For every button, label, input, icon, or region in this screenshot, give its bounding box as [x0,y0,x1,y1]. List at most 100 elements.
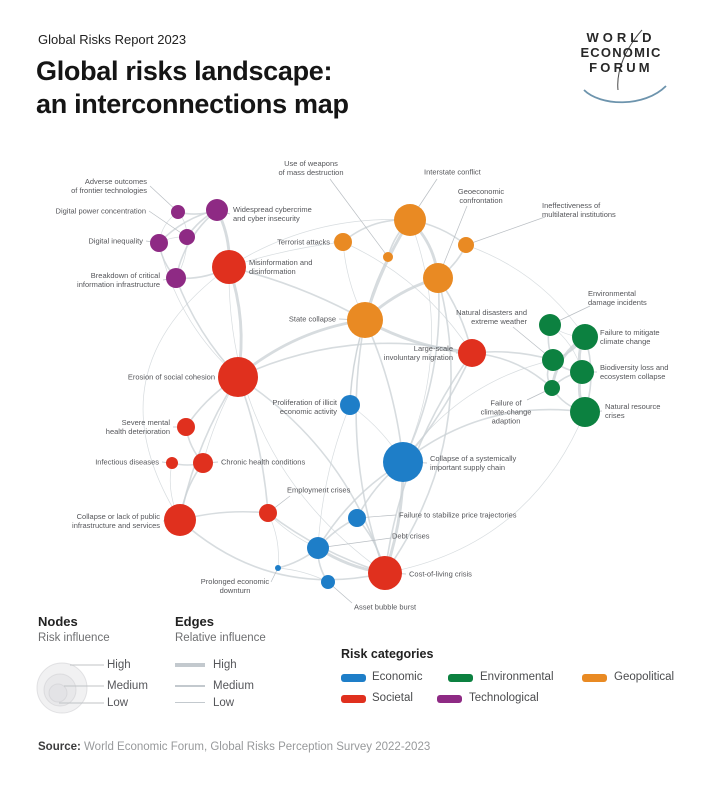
category-label-societal: Societal [372,692,413,704]
risk-node-interstate [394,204,426,236]
risk-node-chronic [193,453,213,473]
node-label-erosion: Erosion of social cohesion [128,373,215,382]
edge-geoeconomic--supply-chain [402,277,440,463]
nodes-legend-subtitle: Risk influence [38,632,110,644]
page-title: Global risks landscape: an interconnecti… [36,55,349,121]
risk-node-illicit [340,395,360,415]
page-title-line1: Global risks landscape: [36,56,333,86]
nodes-legend-title: Nodes [38,614,78,629]
edge-terrorist--migration [342,241,473,354]
risk-node-severe-mental [177,418,195,436]
leader-debt [317,537,392,549]
category-label-geopolitical: Geopolitical [614,671,675,683]
node-label-digital-power: Digital power concentration [56,207,146,216]
risk-node-cybercrime [206,199,228,221]
risk-node-debt [307,537,329,559]
node-label-illicit: Proliferation of illicit economic activit… [272,398,338,416]
node-label-natural-disasters: Natural disasters and extreme weather [456,308,527,326]
source-text: World Economic Forum, Global Risks Perce… [80,741,431,753]
risk-node-breakdown-info [166,268,186,288]
edge-interstate--supply-chain [402,219,432,463]
risk-node-asset-bubble [321,575,335,589]
risk-node-geoeconomic [423,263,453,293]
node-label-state-collapse: State collapse [289,315,336,324]
node-label-digital-inequality: Digital inequality [88,237,143,246]
node-label-collapse-infra: Collapse or lack of public infrastructure… [72,512,160,530]
node-label-infectious: Infectious diseases [95,458,159,467]
report-eyebrow: Global Risks Report 2023 [38,32,187,47]
node-label-severe-mental: Severe mental health deterioration [106,418,171,436]
leader-multilateral [465,216,546,246]
technological-swatch-icon [437,695,462,703]
edge-sample-medium [175,685,205,687]
edges-layer [142,208,592,583]
node-label-adverse-outcomes: Adverse outcomes of frontier technologies [71,177,147,195]
risk-node-resource [570,397,600,427]
risk-node-mitigate [572,324,598,350]
edges-legend-medium: Medium [213,680,254,692]
edges-legend-subtitle: Relative influence [175,632,266,644]
wef-logo-economic: ECONOMIC [580,45,662,60]
node-label-wmd: Use of weapons of mass destruction [278,159,343,177]
edges-legend-low: Low [213,697,235,709]
node-label-resource: Natural resource crises [605,402,660,420]
risk-node-biodiversity [570,360,594,384]
source-line: Source: World Economic Forum, Global Ris… [38,741,430,753]
labels-layer: Adverse outcomes of frontier technologies… [56,159,669,611]
category-label-environmental: Environmental [480,671,554,683]
risk-node-multilateral [458,237,474,253]
node-label-asset-bubble: Asset bubble burst [354,603,417,612]
edges-legend-title: Edges [175,614,215,629]
edge-sample-high [175,663,205,667]
wef-logo: WORLD ECONOMIC FORUM [566,29,676,104]
risk-node-terrorist [334,233,352,251]
edge-resource--supply-chain [402,408,586,463]
source-prefix: Source: [38,741,81,753]
node-label-multilateral: Ineffectiveness of multilateral instituti… [542,201,616,219]
risk-node-prolonged [275,565,281,571]
edge-state-collapse--supply-chain [364,319,404,463]
node-label-price: Failure to stabilize price trajectories [399,511,517,520]
edge-sample-low [175,702,205,703]
node-size-legend-icon [36,662,104,714]
node-label-cost-of-living: Cost-of-living crisis [409,570,472,579]
node-label-terrorist: Terrorist attacks [277,238,330,247]
node-label-breakdown-info: Breakdown of critical information infrast… [77,271,160,289]
economic-swatch-icon [341,674,366,682]
node-label-migration: Large-scale involuntary migration [384,344,453,362]
geopolitical-swatch-icon [582,674,607,682]
edge-illicit--debt [317,404,351,549]
risk-categories-title: Risk categories [341,647,434,661]
wef-logo-word: WORLD [586,30,656,45]
risk-node-infectious [166,457,178,469]
environmental-swatch-icon [448,674,473,682]
risk-node-state-collapse [347,302,383,338]
risk-node-digital-power [179,229,195,245]
edge-collapse-infra--cost-of-living [179,519,386,581]
node-label-adaption: Failure of climate-change adaption [481,399,532,426]
risk-node-supply-chain [383,442,423,482]
category-label-economic: Economic [372,671,423,683]
risk-node-env-damage [539,314,561,336]
node-label-mitigate: Failure to mitigate climate change [600,328,660,346]
node-label-env-damage: Environmental damage incidents [588,289,647,307]
edge-erosion--employment [237,376,269,514]
risk-node-employment [259,504,277,522]
node-label-debt: Debt crises [392,532,430,541]
edge-misinformation--cost-of-living [228,266,386,574]
edge-resource--cost-of-living [384,411,586,574]
node-label-misinformation: Misinformation and disinformation [249,258,312,276]
edge-migration--erosion [237,342,473,378]
risk-node-wmd [383,252,393,262]
edge-multilateral--mitigate [465,244,586,338]
nodes-legend-medium: Medium [107,680,148,692]
risk-node-adaption [544,380,560,396]
nodes-layer [150,199,600,590]
risk-node-digital-inequality [150,234,168,252]
nodes-legend-low: Low [107,697,129,709]
risk-node-misinformation [212,250,246,284]
category-label-technological: Technological [469,692,539,704]
page-title-line2: an interconnections map [36,89,349,119]
wef-logo-forum: FORUM [589,60,653,75]
